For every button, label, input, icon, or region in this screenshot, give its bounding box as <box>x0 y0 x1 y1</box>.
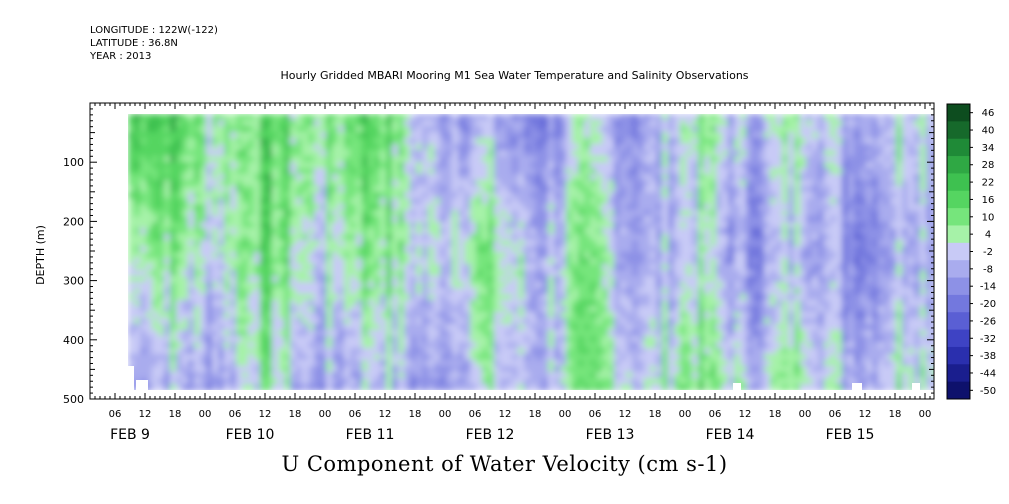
latitude-label: LATITUDE : 36.8N <box>90 38 178 49</box>
x-tick-label: 12 <box>739 409 752 420</box>
colorbar-swatch <box>947 312 970 331</box>
colorbar-label: 28 <box>982 160 995 171</box>
x-tick-label: 18 <box>889 409 902 420</box>
x-tick-label: 18 <box>649 409 662 420</box>
year-label: YEAR : 2013 <box>90 51 152 62</box>
x-tick-label: 00 <box>439 409 452 420</box>
colorbar-swatch <box>947 294 970 313</box>
metadata-block: LONGITUDE : 122W(-122) LATITUDE : 36.8N … <box>90 24 218 63</box>
colorbar-label: -26 <box>980 316 996 327</box>
y-tick-label: 200 <box>63 215 84 228</box>
x-tick-label: 18 <box>289 409 302 420</box>
x-tick-label: 12 <box>499 409 512 420</box>
colorbar-swatch <box>947 364 970 383</box>
colorbar-label: -2 <box>983 247 993 258</box>
x-tick-label: 06 <box>589 409 602 420</box>
colorbar-swatch <box>947 225 970 244</box>
day-label: FEB 12 <box>466 427 515 443</box>
axes: 100 200 300 400 500 06 12 18 00 06 12 18 00 06 12 18 00 0… <box>63 103 934 443</box>
x-tick-label: 00 <box>319 409 332 420</box>
y-tick-label: 300 <box>63 275 84 288</box>
x-tick-label: 12 <box>259 409 272 420</box>
x-tick-label: 12 <box>859 409 872 420</box>
data-gap <box>852 383 862 390</box>
colorbar-swatch <box>947 242 970 261</box>
day-label: FEB 13 <box>586 427 635 443</box>
colorbar-label: -20 <box>980 299 996 310</box>
x-tick-label: 12 <box>139 409 152 420</box>
y-tick-label: 500 <box>63 393 84 406</box>
x-tick-label: 06 <box>829 409 842 420</box>
x-tick-label: 18 <box>169 409 182 420</box>
x-tick-label: 06 <box>469 409 482 420</box>
colorbar-swatch <box>947 104 970 122</box>
colorbar-label: -14 <box>980 282 996 293</box>
colorbar-label: 16 <box>982 195 995 206</box>
x-tick-label: 00 <box>559 409 572 420</box>
colorbar-label: -50 <box>980 386 996 397</box>
colorbar-label: -44 <box>980 368 996 379</box>
x-axis-label: U Component of Water Velocity (cm s-1) <box>281 452 728 476</box>
colorbar-label: 34 <box>982 143 995 154</box>
x-tick-label: 12 <box>379 409 392 420</box>
colorbar-label: -38 <box>980 351 996 362</box>
data-gap <box>136 380 148 390</box>
x-tick-label: 12 <box>619 409 632 420</box>
colorbar-swatch <box>947 138 970 157</box>
x-tick-label: 06 <box>349 409 362 420</box>
colorbar-label: 40 <box>982 126 995 137</box>
data-gap <box>733 383 741 390</box>
y-axis-label: DEPTH (m) <box>34 225 47 285</box>
colorbar-swatch <box>947 190 970 209</box>
day-label: FEB 15 <box>826 427 875 443</box>
colorbar-swatch <box>947 121 970 140</box>
day-label: FEB 9 <box>110 427 150 443</box>
heatmap-cells <box>128 114 934 390</box>
colorbar-label: 4 <box>985 230 991 241</box>
colorbar-label: 10 <box>982 212 995 223</box>
x-tick-label: 00 <box>679 409 692 420</box>
heatmap-field <box>128 114 934 390</box>
colorbar-swatch <box>947 260 970 279</box>
colorbar-swatch <box>947 277 970 296</box>
y-tick-label: 100 <box>63 156 84 169</box>
x-tick-label: 18 <box>769 409 782 420</box>
y-tick-label: 400 <box>63 334 84 347</box>
colorbar-label: -8 <box>983 264 993 275</box>
data-gap <box>912 383 920 390</box>
day-label: FEB 11 <box>346 427 395 443</box>
x-tick-label: 00 <box>199 409 212 420</box>
x-tick-label: 18 <box>409 409 422 420</box>
x-tick-label: 00 <box>799 409 812 420</box>
colorbar-swatch <box>947 346 970 365</box>
colorbar-swatch <box>947 329 970 348</box>
x-tick-label: 00 <box>919 409 932 420</box>
colorbar-label: 22 <box>982 178 995 189</box>
colorbar-swatch <box>947 173 970 192</box>
x-tick-label: 06 <box>709 409 722 420</box>
x-tick-label: 06 <box>109 409 122 420</box>
colorbar-swatch <box>947 156 970 174</box>
colorbar: 46 40 34 28 22 16 10 4 -2 -8 -14 -20 -26 -32 -38 -44 -50 <box>946 103 996 400</box>
day-label: FEB 10 <box>226 427 275 443</box>
chart-title: Hourly Gridded MBARI Mooring M1 Sea Wate… <box>280 69 749 82</box>
x-tick-label: 06 <box>229 409 242 420</box>
colorbar-label: -32 <box>980 334 996 345</box>
day-label: FEB 14 <box>706 427 755 443</box>
colorbar-swatch <box>947 381 970 400</box>
colorbar-label: 46 <box>982 108 995 119</box>
colorbar-swatch <box>947 208 970 226</box>
data-gap <box>128 366 134 390</box>
x-tick-label: 18 <box>529 409 542 420</box>
longitude-label: LONGITUDE : 122W(-122) <box>90 25 218 36</box>
